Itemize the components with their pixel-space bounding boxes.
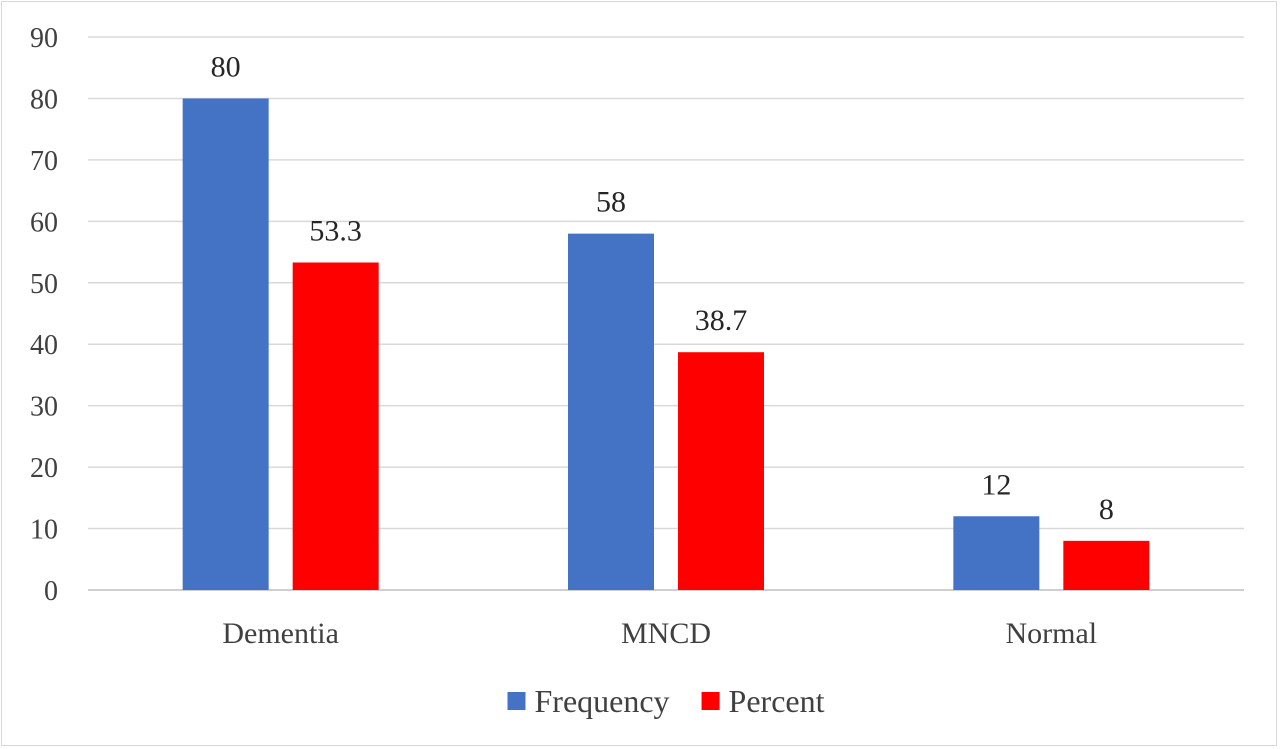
- data-label: 38.7: [695, 304, 748, 337]
- x-category-label: Dementia: [222, 617, 339, 650]
- legend-swatch: [701, 692, 720, 710]
- legend-item: Percent: [701, 683, 825, 719]
- data-label: 80: [211, 50, 241, 83]
- data-label: 53.3: [309, 215, 362, 248]
- y-tick-label: 40: [30, 330, 58, 361]
- y-tick-label: 70: [30, 146, 58, 177]
- data-label: 8: [1099, 493, 1114, 526]
- data-label: 58: [596, 186, 626, 219]
- bar-frequency-mncd: [568, 233, 654, 590]
- legend-item: Frequency: [507, 683, 670, 719]
- data-label: 12: [981, 468, 1011, 501]
- legend-label: Frequency: [534, 683, 669, 719]
- y-tick-label: 30: [30, 392, 58, 423]
- legend: Frequency Percent: [507, 683, 825, 719]
- y-tick-label: 80: [30, 84, 58, 115]
- y-tick-label: 60: [30, 207, 58, 238]
- bar-percent-mncd: [678, 352, 764, 590]
- y-tick-label: 10: [30, 515, 58, 546]
- bar-frequency-normal: [953, 516, 1040, 590]
- y-tick-label: 0: [44, 576, 58, 607]
- x-axis-labels: Dementia MNCD Normal: [222, 617, 1097, 650]
- legend-label: Percent: [729, 683, 825, 719]
- data-labels: 80 53.3 58 38.7 12 8: [211, 50, 1114, 525]
- x-category-label: MNCD: [621, 617, 711, 650]
- y-tick-label: 90: [30, 23, 58, 54]
- gridlines: [88, 36, 1244, 591]
- bars: [182, 98, 1150, 590]
- bar-frequency-dementia: [182, 98, 269, 590]
- x-category-label: Normal: [1006, 617, 1098, 650]
- y-axis-ticks: 0 10 20 30 40 50 60 70 80 90: [30, 23, 58, 607]
- legend-swatch: [507, 692, 526, 710]
- bar-percent-dementia: [292, 262, 379, 590]
- bar-percent-normal: [1063, 540, 1150, 590]
- y-tick-label: 20: [30, 453, 58, 484]
- y-tick-label: 50: [30, 269, 58, 300]
